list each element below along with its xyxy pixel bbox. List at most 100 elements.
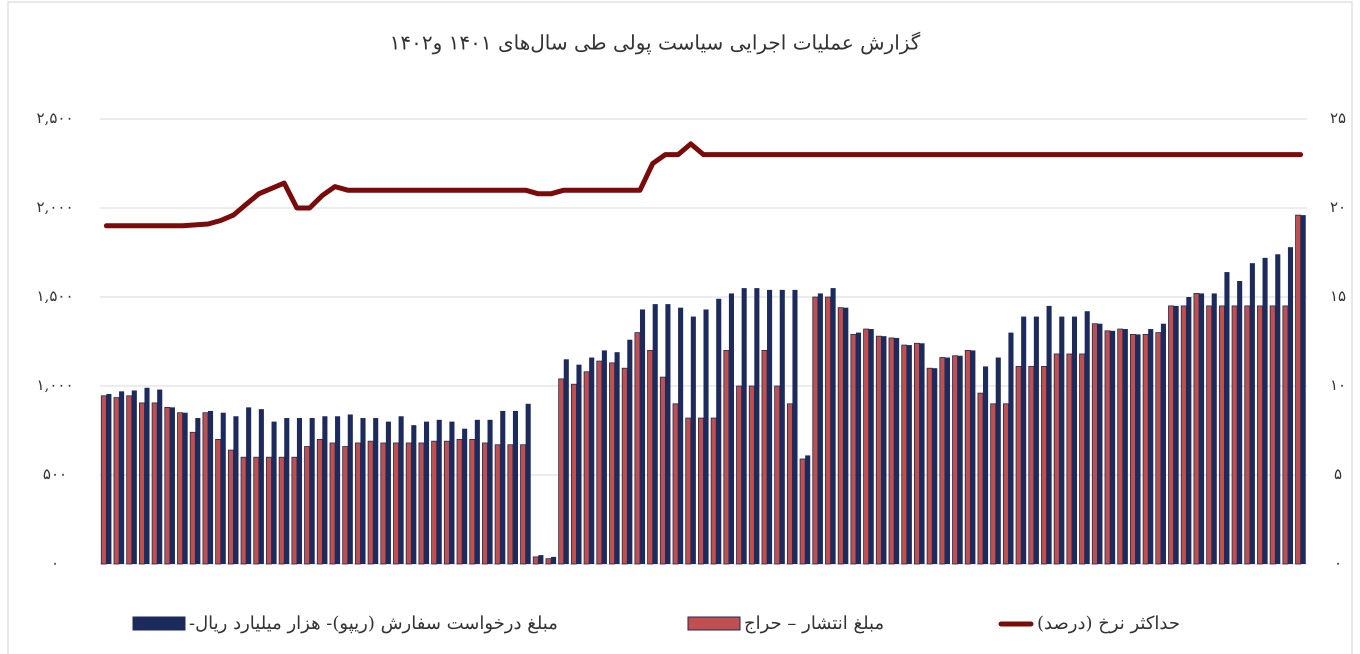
y2-tick-label: ۱۵ [1330, 287, 1346, 305]
bar [177, 412, 183, 565]
bar [855, 332, 862, 564]
bar [202, 412, 209, 565]
bar [1110, 330, 1116, 564]
bar [494, 444, 501, 565]
bar [830, 288, 836, 564]
bar [360, 418, 366, 564]
bar [131, 390, 137, 564]
bar [634, 332, 641, 565]
bar [189, 431, 196, 565]
bar [487, 419, 493, 564]
bar [169, 407, 175, 564]
bar [1211, 293, 1217, 564]
bar [525, 403, 531, 564]
bar [703, 309, 709, 564]
bar [939, 357, 946, 565]
bar [1282, 305, 1289, 565]
bar [583, 371, 590, 565]
bar [278, 456, 285, 565]
y-tick-label: ۱,۰۰۰ [37, 376, 74, 394]
bar [754, 288, 760, 564]
chart-frame [7, 1, 1353, 654]
bar [736, 385, 743, 565]
bar [106, 394, 112, 564]
y2-tick-label: ۲۵ [1330, 109, 1346, 127]
bar [1287, 247, 1294, 564]
bar [322, 416, 328, 564]
y-tick-label: ۰ [51, 554, 59, 572]
bar [1218, 305, 1225, 565]
bar [512, 410, 519, 564]
bar [728, 293, 734, 564]
bar [1002, 403, 1009, 565]
bar [767, 289, 773, 564]
bar [1059, 316, 1065, 564]
bar [1008, 332, 1014, 564]
bar [266, 456, 272, 565]
bar [881, 336, 887, 564]
bar [1041, 366, 1047, 565]
bar [100, 395, 107, 565]
bar [258, 409, 264, 564]
bar [774, 385, 781, 565]
bar [652, 304, 658, 564]
y-tick-label: ۲,۰۰۰ [37, 198, 74, 216]
bar [151, 402, 158, 565]
bar [761, 349, 768, 565]
bar [678, 307, 684, 564]
bar [182, 412, 188, 564]
bar [1275, 254, 1281, 564]
bar [1173, 305, 1179, 564]
bar [1193, 293, 1200, 565]
bar [1262, 257, 1268, 564]
bar [449, 421, 455, 564]
bar [207, 410, 214, 564]
bar [373, 418, 379, 564]
bar [558, 378, 565, 565]
bar [786, 403, 793, 565]
bar [253, 456, 260, 565]
bar [1129, 333, 1136, 565]
bar [621, 367, 628, 565]
bar [639, 309, 646, 564]
bar [926, 367, 933, 565]
bar [596, 360, 603, 565]
bar [609, 362, 615, 565]
bar [1028, 366, 1035, 565]
bar [309, 418, 315, 564]
bar [411, 425, 417, 564]
bar [520, 444, 527, 565]
bar [1160, 323, 1166, 564]
bar [1015, 366, 1022, 565]
bar [443, 440, 450, 565]
bar [271, 421, 277, 564]
bar [970, 350, 976, 564]
bar [291, 456, 298, 565]
bar [990, 403, 997, 565]
legend-label: مبلغ درخواست سفارش (ریپو)- هزار میلیارد … [189, 613, 558, 634]
bar [1295, 214, 1302, 565]
bar [144, 387, 150, 564]
bar [195, 418, 201, 564]
bar [1224, 272, 1230, 564]
bar [284, 418, 290, 564]
bar [329, 442, 336, 565]
y-tick-label: ۲,۵۰۰ [37, 109, 74, 127]
bar [665, 304, 671, 564]
bar [1097, 323, 1103, 564]
bar [710, 417, 717, 565]
bar [240, 456, 247, 565]
bar [398, 416, 404, 564]
bar [919, 343, 925, 564]
bar [1142, 333, 1149, 565]
bar [1084, 311, 1090, 564]
bar [296, 418, 303, 564]
bar [1122, 329, 1128, 564]
bar [1269, 305, 1276, 565]
bar [977, 392, 984, 565]
bar [227, 449, 234, 565]
bar [1257, 305, 1263, 565]
bar [304, 446, 311, 565]
bar [1168, 305, 1174, 565]
